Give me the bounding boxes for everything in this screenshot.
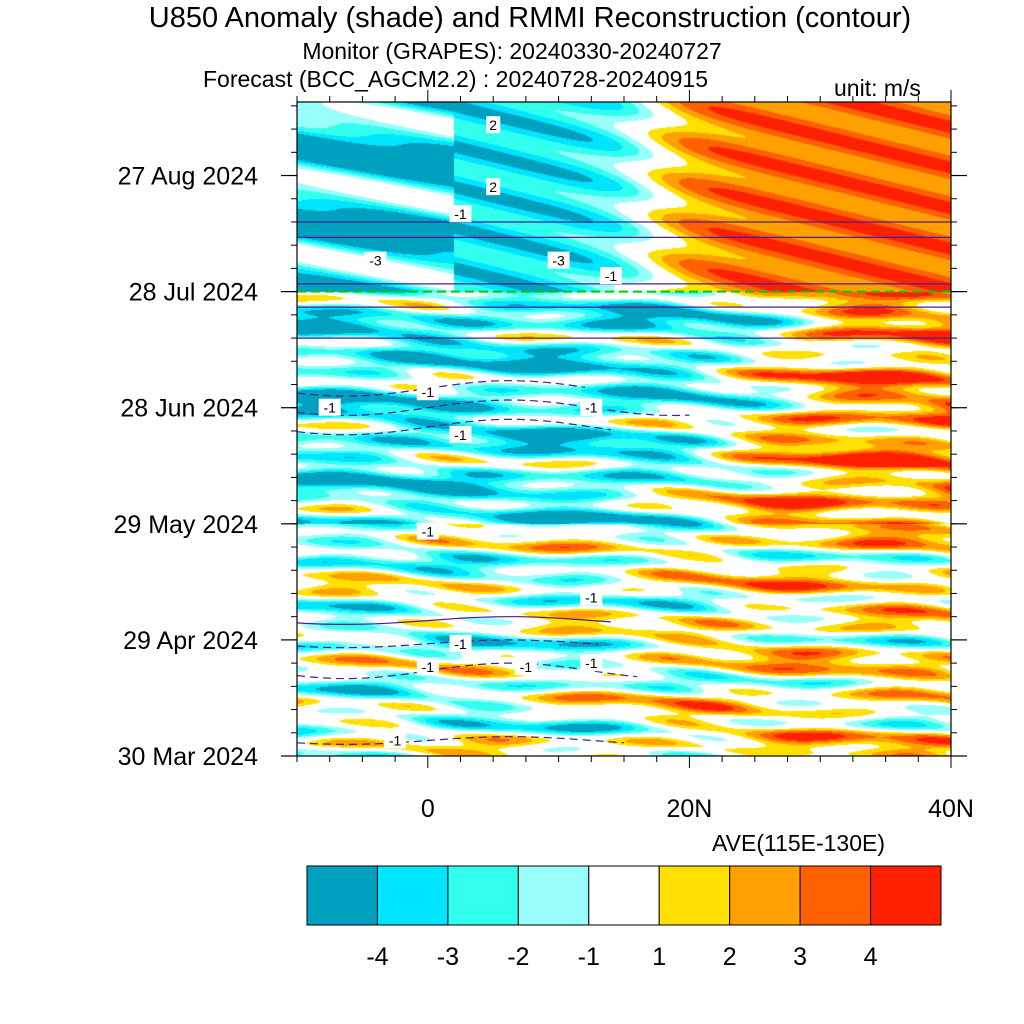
contour-line-6: [297, 399, 690, 417]
contour-label-7: -1: [323, 400, 336, 416]
contour-label-bg-16: [384, 731, 407, 749]
colorbar-label: 1: [652, 943, 666, 971]
colorbar: -4 -3 -2 -1 1 2 3 4: [306, 865, 942, 971]
colorbar-box-6: [729, 865, 801, 926]
colorbar-box-7: [799, 865, 872, 926]
colorbar-box-5: [658, 865, 731, 926]
contour-label-bg-3: [364, 251, 387, 269]
contour-label-bg-15: [580, 654, 603, 672]
contour-label-10: -1: [422, 524, 435, 540]
contour-label-16: -1: [389, 733, 402, 749]
colorbar-label: -3: [437, 943, 459, 971]
monitor-subtitle: Monitor (GRAPES): 20240330-20240727: [302, 38, 722, 64]
contour-label-14: -1: [520, 659, 533, 675]
colorbar-label: 4: [864, 943, 878, 971]
y-tick-label: 28 Jul 2024: [129, 279, 258, 307]
x-tick-label: 20N: [666, 795, 712, 823]
contour-label-bg-6: [416, 383, 439, 401]
contour-label-bg-1: [486, 178, 501, 196]
contour-label-0: 2: [489, 117, 497, 133]
contour-label-bg-12: [449, 634, 472, 652]
y-tick-label: 29 May 2024: [113, 511, 258, 539]
contour-label-9: -1: [454, 427, 467, 443]
y-tick-label: 30 Mar 2024: [118, 743, 258, 771]
contour-line-9: [297, 639, 598, 649]
contour-label-3: -3: [369, 253, 382, 269]
contour-label-bg-5: [599, 267, 622, 285]
contour-line-11: [297, 736, 625, 746]
contour-label-2: -1: [454, 206, 467, 222]
contour-label-bg-13: [416, 657, 439, 675]
contour-label-15: -1: [585, 655, 598, 671]
contour-label-12: -1: [454, 636, 467, 652]
contour-label-bg-11: [580, 588, 603, 606]
contour-line-5: [297, 379, 585, 397]
contour-label-1: 2: [489, 179, 497, 195]
y-tick-label: 27 Aug 2024: [118, 163, 259, 191]
colorbar-label: -4: [366, 943, 388, 971]
average-label: AVE(115E-130E): [712, 830, 886, 856]
colorbar-box-8: [870, 865, 942, 926]
contour-label-bg-14: [514, 657, 537, 675]
forecast-subtitle: Forecast (BCC_AGCM2.2) : 20240728-202409…: [203, 66, 709, 92]
x-tick-label: 40N: [928, 795, 974, 823]
contour-label-5: -1: [605, 268, 618, 284]
contour-label-bg-9: [449, 425, 472, 443]
colorbar-label: -1: [578, 943, 600, 971]
contour-label-6: -1: [422, 384, 435, 400]
y-tick-label: 29 Apr 2024: [123, 627, 258, 655]
colorbar-box-2: [447, 865, 519, 926]
colorbar-box-0: [306, 865, 378, 926]
colorbar-box-4: [588, 865, 660, 926]
x-tick-label: 0: [421, 795, 435, 823]
contour-label-bg-7: [318, 398, 341, 416]
anomaly-shading-raster: [297, 102, 951, 756]
colorbar-label: 2: [723, 943, 737, 971]
contour-label-13: -1: [422, 659, 435, 675]
contour-label-11: -1: [585, 589, 598, 605]
x-axis: 0 20N 40N: [296, 90, 974, 823]
contour-label-bg-10: [416, 522, 439, 540]
y-axis: 30 Mar 2024 29 Apr 2024 29 May 2024 28 Jun …: [113, 105, 967, 771]
y-tick-label: 28 Jun 2024: [120, 395, 258, 423]
colorbar-box-1: [376, 865, 449, 926]
rmmi-contours: [297, 221, 951, 746]
contour-line-8: [297, 616, 611, 625]
contour-label-bg-0: [486, 116, 501, 134]
contour-label-4: -3: [552, 253, 565, 269]
contour-labels: 2 2 -1 -3 -3 -1 -1 -1 -1 -1 -1 -1 -1 -1 -1 -1 -1: [318, 116, 622, 749]
contour-label-bg-8: [580, 398, 603, 416]
contour-line-7: [297, 418, 611, 436]
contour-label-bg-2: [449, 205, 472, 223]
colorbar-label: 3: [793, 943, 807, 971]
contour-label-bg-4: [547, 251, 570, 269]
unit-label: unit: m/s: [834, 75, 921, 101]
chart-title: U850 Anomaly (shade) and RMMI Reconstruc…: [148, 2, 912, 34]
colorbar-box-3: [517, 865, 590, 926]
contour-line-10: [297, 662, 638, 680]
anomaly-shading: [297, 102, 951, 756]
colorbar-label: -2: [507, 943, 529, 971]
contour-label-8: -1: [585, 400, 598, 416]
